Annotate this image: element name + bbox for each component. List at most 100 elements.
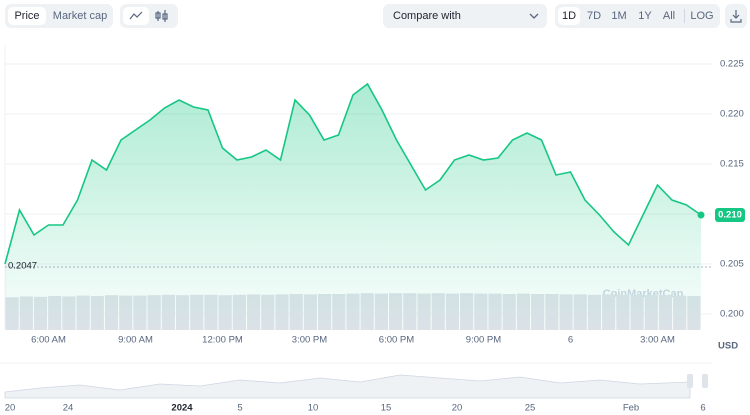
volume-bar <box>204 294 218 330</box>
download-icon <box>730 10 742 23</box>
price-line <box>4 82 702 265</box>
chart-style-group <box>120 4 178 28</box>
x-tick-label: 6:00 AM <box>31 335 66 346</box>
x-tick-label: 3:00 PM <box>292 335 327 346</box>
volume-bar <box>545 294 559 330</box>
volume-bar <box>460 293 474 330</box>
navigator-handle[interactable] <box>702 374 708 388</box>
volume-bar <box>175 295 190 330</box>
navigator-label: 10 <box>308 403 319 414</box>
x-tick-label: 9:00 AM <box>118 335 153 346</box>
navigator-label: 20 <box>452 403 463 414</box>
volume-bar <box>76 295 90 330</box>
volume-bar <box>488 293 502 330</box>
range-button[interactable]: 1Y <box>638 10 652 22</box>
volume-bar <box>403 293 417 330</box>
y-tick-label: 0.220 <box>720 109 744 120</box>
volume-bar <box>630 294 644 330</box>
volume-bar <box>332 294 346 330</box>
navigator-label: 20 <box>5 403 16 414</box>
volume-bar <box>190 294 204 330</box>
volume-bar <box>516 293 531 330</box>
volume-bar <box>360 293 374 330</box>
navigator-area <box>4 374 691 399</box>
volume-bar <box>133 295 147 330</box>
last-value-box <box>715 208 745 222</box>
range-button[interactable]: 1M <box>611 10 627 22</box>
volume-bar <box>587 294 602 330</box>
volume-bar <box>19 296 33 330</box>
navigator-label: 25 <box>525 403 536 414</box>
volume-bar <box>62 296 76 330</box>
navigator-label: Feb <box>623 403 639 414</box>
navigator-label: 24 <box>63 403 74 414</box>
last-point <box>697 211 705 219</box>
volume-bar <box>687 296 701 330</box>
tab[interactable]: Market cap <box>52 10 108 22</box>
volume-bar <box>417 293 431 330</box>
volume-bar <box>289 294 303 330</box>
tab-group: Price Market cap <box>5 4 113 28</box>
volume-bar <box>317 294 332 330</box>
watermark: CoinMarketCap <box>603 288 684 300</box>
y-tick-label: 0.200 <box>720 309 744 320</box>
volume-bar <box>531 294 545 330</box>
volume-bar <box>261 294 275 330</box>
x-tick-label: 9:00 PM <box>466 335 501 346</box>
range-button[interactable]: 1D <box>558 7 580 25</box>
volume-bar <box>389 293 403 330</box>
y-tick-label: 0.225 <box>720 59 744 70</box>
volume-bar <box>161 294 175 330</box>
x-tick-label: 12:00 PM <box>202 335 243 346</box>
volume-bar <box>303 294 317 330</box>
range-button[interactable]: 7D <box>586 10 602 22</box>
range-group: 1D 7D 1M 1Y All LOG <box>555 4 720 28</box>
volume-bar <box>374 293 389 330</box>
volume-bar <box>573 294 587 330</box>
volume-bar <box>246 294 261 330</box>
y-tick-label: 0.215 <box>720 159 744 170</box>
volume-bar <box>232 294 246 330</box>
y-unit: USD <box>718 341 738 352</box>
volume-bar <box>445 293 460 330</box>
navigator-label: 2024 <box>171 403 193 414</box>
volume-bar <box>644 295 658 330</box>
volume-bar <box>48 296 62 330</box>
volume-bar <box>90 296 104 330</box>
volume-bar <box>658 295 673 330</box>
volume-bar <box>119 295 133 330</box>
area <box>5 84 701 330</box>
volume-bar <box>275 294 289 330</box>
volume-bar <box>218 295 232 330</box>
last-value-label: 0.210 <box>718 210 742 221</box>
volume-bar <box>104 295 119 330</box>
y-tick-label: 0.205 <box>720 259 744 270</box>
navigator-label: 6 <box>700 403 705 414</box>
volume-bar <box>33 296 48 330</box>
log-button[interactable]: LOG <box>690 10 714 22</box>
compare-label: Compare with <box>393 10 461 22</box>
navigator-handle[interactable] <box>687 374 693 388</box>
navigator-label: 5 <box>237 403 242 414</box>
range-button[interactable]: All <box>662 10 676 22</box>
volume-bar <box>431 293 445 330</box>
chart-style-icons[interactable] <box>120 4 178 28</box>
volume-bar <box>346 293 360 330</box>
volume-bar <box>559 294 573 330</box>
navigator-label: 15 <box>381 403 392 414</box>
volume-bar <box>5 297 19 330</box>
chevron <box>529 13 539 19</box>
volume-bar <box>502 294 516 330</box>
volume-bar <box>147 295 161 330</box>
x-tick-label: 6 <box>568 335 573 346</box>
compare-dropdown[interactable]: Compare with <box>383 4 547 28</box>
y-tick-label: 0.210 <box>720 209 744 220</box>
volume-bar <box>474 293 488 330</box>
x-tick-label: 3:00 AM <box>640 335 675 346</box>
download-button[interactable] <box>725 4 747 28</box>
x-tick-label: 6:00 PM <box>379 335 414 346</box>
tab[interactable]: Price <box>8 7 46 25</box>
volume-bar <box>616 294 630 330</box>
